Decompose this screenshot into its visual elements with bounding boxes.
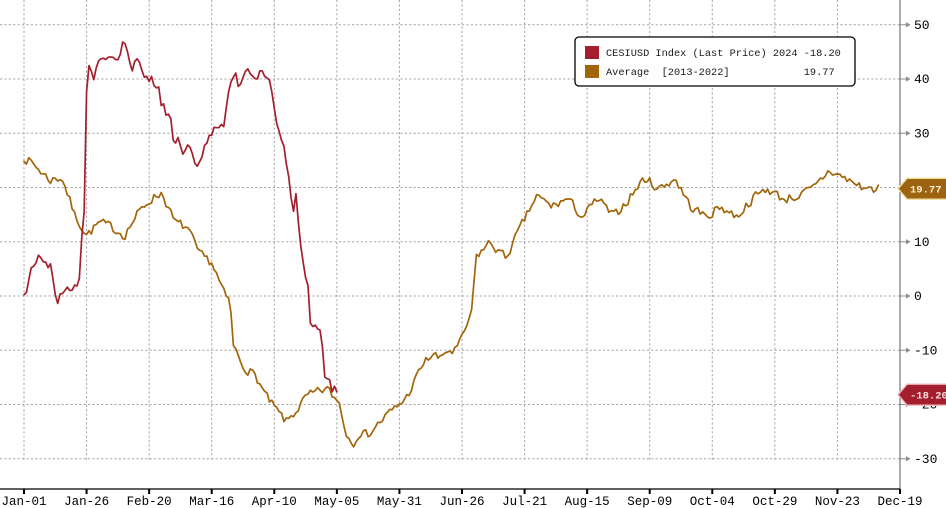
svg-text:-18.20: -18.20 [910,391,946,403]
svg-text:Jul-21: Jul-21 [502,495,547,508]
svg-text:Oct-29: Oct-29 [752,495,797,508]
svg-text:May-05: May-05 [314,495,359,508]
svg-text:-10: -10 [914,343,937,358]
svg-text:10: 10 [914,235,930,250]
svg-text:Sep-09: Sep-09 [627,495,672,508]
svg-text:50: 50 [914,18,930,33]
svg-text:May-31: May-31 [377,495,422,508]
svg-text:30: 30 [914,126,930,141]
svg-text:40: 40 [914,72,930,87]
svg-text:Feb-20: Feb-20 [127,495,172,508]
svg-text:Oct-04: Oct-04 [690,495,735,508]
svg-text:Aug-15: Aug-15 [565,495,610,508]
svg-text:Apr-10: Apr-10 [252,495,297,508]
svg-text:Mar-16: Mar-16 [189,495,234,508]
svg-text:Jan-26: Jan-26 [64,495,109,508]
svg-text:Jan-01: Jan-01 [1,495,46,508]
svg-text:0: 0 [914,289,922,304]
svg-text:Jun-26: Jun-26 [439,495,484,508]
svg-text:Nov-23: Nov-23 [815,495,860,508]
svg-text:Average [2013-2022]: Average [2013-2022] 19.77 [606,67,835,79]
svg-text:Dec-19: Dec-19 [877,495,922,508]
svg-text:-30: -30 [914,452,937,467]
svg-text:19.77: 19.77 [910,185,942,197]
svg-text:CESIUSD Index (Last Price) 202: CESIUSD Index (Last Price) 2024 -18.20 [606,48,841,60]
